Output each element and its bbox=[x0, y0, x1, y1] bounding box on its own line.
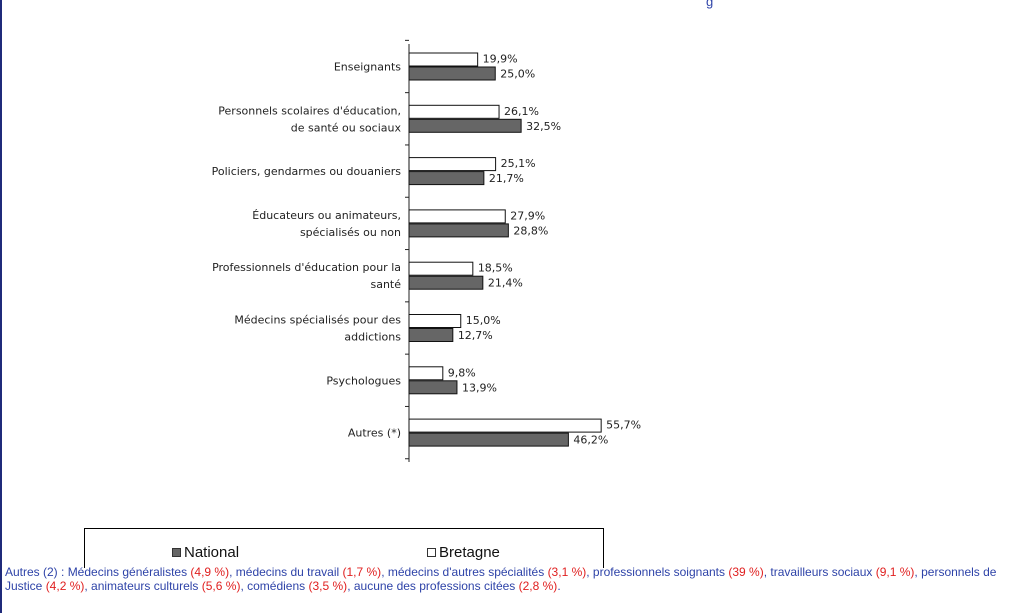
footnote-item-value: (3,1 %) bbox=[547, 565, 587, 579]
value-label-bretagne: 18,5% bbox=[478, 262, 513, 275]
value-label-national: 28,8% bbox=[513, 224, 548, 237]
footnote-item-label: personnels de Justice bbox=[5, 565, 997, 593]
chart-panel: Enseignants 19,9% 25,0% Personnels scolaire… bbox=[212, 39, 641, 462]
footnote-item-label: Médecins généralistes bbox=[67, 565, 191, 579]
bar-chart: Enseignants 19,9% 25,0% Personnels scolaire… bbox=[212, 39, 641, 462]
value-label-national: 25,0% bbox=[500, 68, 535, 81]
footnote-item-label: travailleurs sociaux bbox=[770, 565, 876, 579]
header-text-fragment: g bbox=[706, 0, 714, 9]
value-label-bretagne: 15,0% bbox=[466, 314, 501, 327]
legend-label-national: National bbox=[184, 543, 240, 561]
value-label-bretagne: 55,7% bbox=[606, 419, 641, 432]
footnote: Autres (2) : Médecins généralistes (4,9 … bbox=[5, 565, 997, 593]
footnote-item-label: comédiens bbox=[247, 579, 309, 593]
bar-national bbox=[408, 432, 569, 447]
page-frame-border bbox=[0, 0, 2, 613]
footnote-suffix: . bbox=[557, 579, 561, 593]
category-label: addictions bbox=[344, 331, 401, 344]
category-label: Professionnels d'éducation pour la bbox=[212, 261, 401, 274]
bar-national bbox=[408, 380, 458, 395]
footnote-item-value: (2,8 %) bbox=[518, 579, 558, 593]
value-label-national: 32,5% bbox=[526, 120, 561, 133]
value-label-national: 13,9% bbox=[462, 381, 497, 394]
value-label-bretagne: 19,9% bbox=[483, 53, 518, 66]
value-label-national: 21,7% bbox=[489, 172, 524, 185]
category-label: Médecins spécialisés pour des bbox=[234, 314, 401, 327]
category-label: Éducateurs ou animateurs, bbox=[252, 209, 401, 222]
category-label: Enseignants bbox=[334, 61, 401, 74]
category-label: Psychologues bbox=[326, 374, 401, 387]
category-label: Personnels scolaires d'éducation, bbox=[218, 104, 401, 117]
footnote-item-label: médecins du travail bbox=[235, 565, 343, 579]
bar-bretagne bbox=[408, 418, 602, 433]
footnote-item-value: (4,2 %) bbox=[45, 579, 85, 593]
bar-national bbox=[408, 275, 484, 290]
value-label-national: 12,7% bbox=[458, 329, 493, 342]
legend-label-bretagne: Bretagne bbox=[439, 543, 500, 561]
bar-bretagne bbox=[408, 52, 479, 67]
value-label-national: 46,2% bbox=[573, 434, 608, 447]
value-label-bretagne: 26,1% bbox=[504, 105, 539, 118]
value-label-bretagne: 9,8% bbox=[448, 366, 476, 379]
value-label-national: 21,4% bbox=[488, 277, 523, 290]
category-label: santé bbox=[370, 278, 401, 291]
footnote-item-value: (1,7 %) bbox=[342, 565, 382, 579]
bar-national bbox=[408, 66, 496, 81]
footnote-item-label: professionnels soignants bbox=[592, 565, 729, 579]
bar-national bbox=[408, 328, 454, 342]
category-label: de santé ou sociaux bbox=[291, 121, 402, 134]
legend-item-bretagne: Bretagne bbox=[427, 543, 500, 561]
bar-national bbox=[408, 171, 485, 186]
category-label: spécialisés ou non bbox=[300, 226, 401, 239]
bar-bretagne bbox=[408, 261, 474, 276]
footnote-item-value: (39 %) bbox=[728, 565, 764, 579]
legend: National Bretagne bbox=[84, 528, 604, 568]
footnote-item-label: aucune des professions citées bbox=[353, 579, 519, 593]
footnote-prefix: Autres (2) : bbox=[5, 565, 68, 579]
footnote-item-label: animateurs culturels bbox=[91, 579, 202, 593]
legend-swatch-national bbox=[172, 547, 181, 557]
category-label: Autres (*) bbox=[348, 427, 401, 440]
bar-national bbox=[408, 223, 509, 238]
footnote-item-value: (4,9 %) bbox=[190, 565, 230, 579]
footnote-item-value: (5,6 %) bbox=[201, 579, 241, 593]
bar-bretagne bbox=[408, 366, 444, 381]
bar-bretagne bbox=[408, 157, 497, 172]
footnote-item-value: (3,5 %) bbox=[308, 579, 348, 593]
category-label: Policiers, gendarmes ou douaniers bbox=[212, 165, 402, 178]
footnote-item-value: (9,1 %) bbox=[875, 565, 915, 579]
legend-item-national: National bbox=[172, 543, 240, 561]
value-label-bretagne: 25,1% bbox=[501, 157, 536, 170]
bar-bretagne bbox=[408, 314, 462, 328]
value-label-bretagne: 27,9% bbox=[510, 209, 545, 222]
bar-bretagne bbox=[408, 104, 500, 119]
legend-swatch-bretagne bbox=[427, 547, 436, 557]
bar-national bbox=[408, 118, 522, 133]
footnote-item-label: médecins d'autres spécialités bbox=[387, 565, 548, 579]
bar-bretagne bbox=[408, 209, 506, 224]
